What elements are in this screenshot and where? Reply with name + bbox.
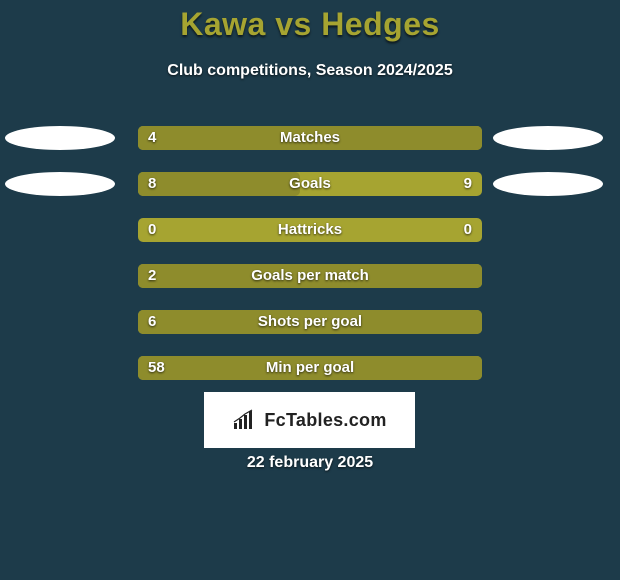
- page-subtitle: Club competitions, Season 2024/2025: [0, 62, 620, 80]
- stat-bar-fill: [138, 126, 482, 150]
- stat-row: Matches4: [0, 125, 620, 171]
- stat-bar-track: Goals per match2: [138, 264, 482, 288]
- stat-bar-track: Min per goal58: [138, 356, 482, 380]
- stat-bar-fill: [138, 310, 482, 334]
- stat-bar-fill: [138, 172, 300, 196]
- stat-bar-track: Matches4: [138, 126, 482, 150]
- player-right-marker: [493, 172, 603, 196]
- logo-text: FcTables.com: [264, 410, 386, 431]
- stat-row: Goals89: [0, 171, 620, 217]
- player-right-marker: [493, 126, 603, 150]
- stat-bars-container: Matches4 Goals89 Hattricks0 0 Goals per matc…: [0, 125, 620, 401]
- stat-label: Hattricks: [138, 221, 482, 238]
- footer-date: 22 february 2025: [0, 454, 620, 472]
- player-left-marker: [5, 172, 115, 196]
- stat-value-right: 0: [464, 221, 472, 238]
- stat-bar-track: Shots per goal6: [138, 310, 482, 334]
- stat-row: Goals per match2: [0, 263, 620, 309]
- stat-row: Hattricks0 0: [0, 217, 620, 263]
- stat-value-right: 9: [464, 175, 472, 192]
- stat-bar-fill: [138, 356, 482, 380]
- stat-bar-fill: [138, 264, 482, 288]
- stat-value-left: 0: [148, 221, 156, 238]
- comparison-infographic: Kawa vs Hedges Club competitions, Season…: [0, 0, 620, 580]
- stat-row: Shots per goal6: [0, 309, 620, 355]
- stat-bar-track: Hattricks0 0: [138, 218, 482, 242]
- page-title: Kawa vs Hedges: [0, 6, 620, 43]
- player-left-marker: [5, 126, 115, 150]
- fctables-logo-icon: [232, 409, 258, 431]
- logo-badge: FcTables.com: [204, 392, 415, 448]
- stat-bar-track: Goals89: [138, 172, 482, 196]
